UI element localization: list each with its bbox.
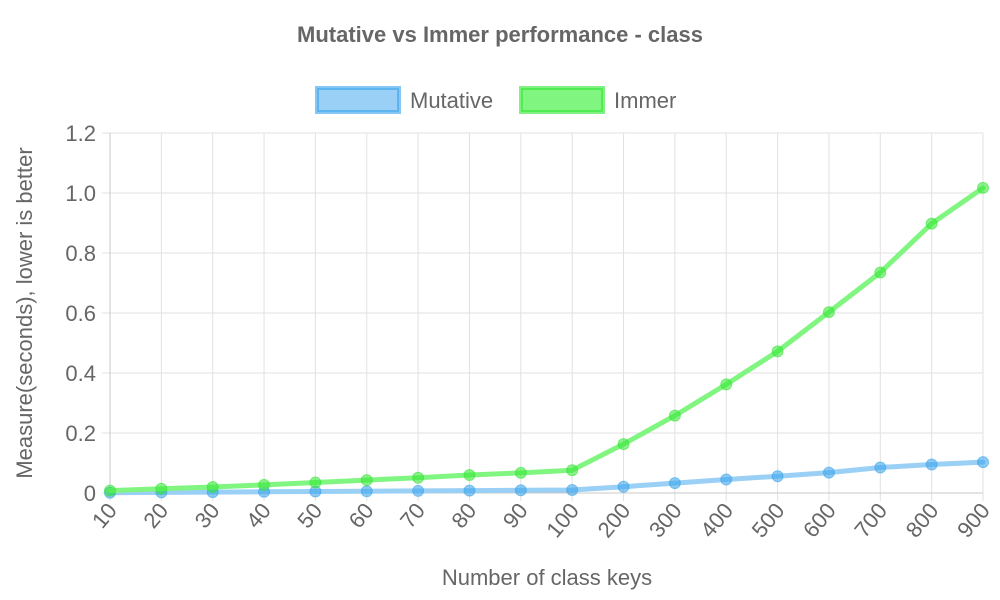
legend-item-immer[interactable]: Immer — [519, 86, 676, 114]
series-line-mutative — [107, 459, 986, 496]
x-tick-label: 400 — [695, 498, 738, 542]
legend: Mutative Immer — [315, 86, 676, 114]
data-point-mutative[interactable] — [566, 484, 579, 496]
legend-item-mutative[interactable]: Mutative — [315, 86, 493, 114]
data-point-immer[interactable] — [668, 409, 681, 422]
y-tick-label: 0.4 — [65, 361, 96, 386]
data-point-mutative[interactable] — [360, 485, 373, 498]
y-tick-label: 1.2 — [65, 121, 96, 146]
x-axis-title: Number of class keys — [442, 565, 652, 590]
data-point-immer[interactable] — [566, 464, 579, 477]
y-axis-ticks: 0 0.2 0.4 0.6 0.8 1.0 1.2 — [65, 121, 96, 506]
y-tick-label: 0.8 — [65, 241, 96, 266]
x-axis-ticks: 10 20 30 40 50 60 70 80 90 100 200 300 400 500 600 700 8… — [87, 498, 995, 542]
grid-lines — [102, 132, 984, 501]
x-tick-label: 100 — [541, 498, 584, 542]
data-point-mutative[interactable] — [463, 484, 476, 497]
series-mutative — [104, 456, 989, 499]
x-tick-label: 40 — [241, 498, 276, 533]
x-tick-label: 70 — [395, 498, 430, 533]
x-tick-label: 800 — [901, 498, 944, 542]
data-point-mutative[interactable] — [720, 473, 733, 486]
data-point-immer[interactable] — [617, 438, 630, 451]
data-point-immer[interactable] — [155, 482, 168, 495]
legend-label-immer: Immer — [614, 88, 676, 113]
legend-swatch-immer — [519, 86, 605, 114]
data-point-immer[interactable] — [771, 345, 784, 358]
data-point-immer[interactable] — [360, 474, 373, 487]
x-tick-label: 900 — [952, 498, 995, 542]
data-point-immer[interactable] — [104, 484, 116, 497]
data-point-immer[interactable] — [925, 217, 938, 230]
x-tick-label: 500 — [747, 498, 790, 542]
x-tick-label: 700 — [849, 498, 892, 542]
data-point-immer[interactable] — [258, 478, 271, 491]
data-point-mutative[interactable] — [668, 477, 681, 490]
data-point-immer[interactable] — [514, 466, 527, 479]
x-tick-label: 90 — [498, 498, 533, 533]
series-line-immer — [107, 185, 986, 494]
x-tick-label: 80 — [446, 498, 481, 533]
data-point-mutative[interactable] — [925, 458, 938, 471]
legend-label-mutative: Mutative — [410, 88, 493, 113]
data-point-mutative[interactable] — [514, 484, 527, 497]
data-point-mutative[interactable] — [771, 470, 784, 483]
y-tick-label: 1.0 — [65, 181, 96, 206]
data-point-immer[interactable] — [720, 378, 733, 391]
x-tick-label: 20 — [138, 498, 173, 533]
data-point-immer[interactable] — [977, 181, 989, 194]
x-tick-label: 60 — [344, 498, 379, 533]
x-tick-label: 300 — [644, 498, 687, 542]
data-point-mutative[interactable] — [822, 466, 835, 479]
x-tick-label: 30 — [190, 498, 225, 533]
data-point-immer[interactable] — [412, 471, 425, 484]
data-point-mutative[interactable] — [412, 484, 425, 497]
data-point-immer[interactable] — [309, 476, 322, 489]
series-immer — [104, 181, 989, 497]
data-point-immer[interactable] — [822, 306, 835, 319]
x-tick-label: 600 — [798, 498, 841, 542]
data-point-immer[interactable] — [874, 266, 887, 279]
y-tick-label: 0 — [84, 481, 96, 506]
y-tick-label: 0.6 — [65, 301, 96, 326]
series-layer — [104, 181, 989, 499]
chart-title: Mutative vs Immer performance - class — [297, 22, 703, 47]
legend-swatch-mutative — [315, 86, 401, 114]
data-point-immer[interactable] — [463, 469, 476, 481]
y-axis-title: Measure(seconds), lower is better — [12, 147, 37, 478]
x-tick-label: 50 — [292, 498, 327, 533]
data-point-immer[interactable] — [206, 481, 219, 493]
data-point-mutative[interactable] — [977, 456, 989, 469]
y-tick-label: 0.2 — [65, 421, 96, 446]
data-point-mutative[interactable] — [617, 480, 630, 493]
data-point-mutative[interactable] — [874, 461, 887, 474]
x-tick-label: 200 — [593, 498, 636, 542]
